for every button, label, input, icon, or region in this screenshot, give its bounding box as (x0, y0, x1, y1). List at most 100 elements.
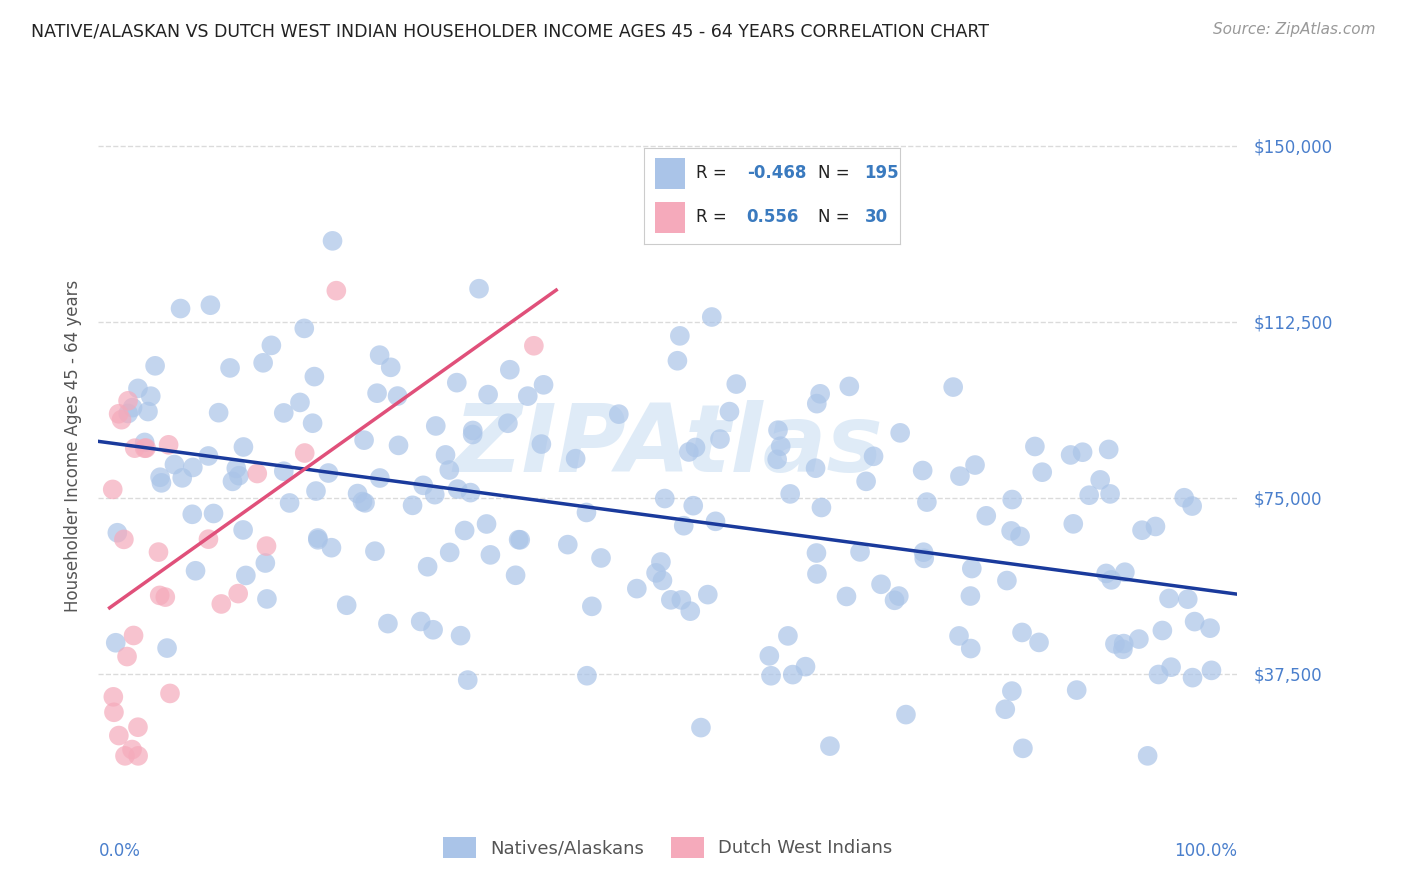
Point (202, 507, 225, 521)
Point (226, 586, 249, 600)
Point (149, 588, 172, 602)
Point (425, 419, 447, 434)
Point (1112, 642, 1135, 657)
Point (304, 369, 326, 384)
FancyBboxPatch shape (655, 158, 685, 188)
Point (181, 460, 204, 475)
Point (766, 423, 789, 437)
Point (1071, 445, 1094, 459)
Point (121, 401, 143, 415)
Point (575, 506, 598, 520)
Point (672, 518, 695, 533)
Point (134, 435, 156, 450)
Text: 30: 30 (865, 209, 887, 227)
Point (1144, 519, 1167, 533)
Point (1104, 637, 1126, 651)
Point (273, 406, 295, 420)
Point (883, 593, 905, 607)
Point (446, 482, 468, 496)
Point (256, 591, 278, 606)
Point (101, 483, 124, 497)
Text: 0.556: 0.556 (747, 209, 799, 227)
Point (960, 561, 983, 575)
Point (1181, 671, 1204, 685)
Y-axis label: Householder Income Ages 45 - 64 years: Householder Income Ages 45 - 64 years (63, 280, 82, 612)
Point (1031, 465, 1053, 479)
Text: NATIVE/ALASKAN VS DUTCH WEST INDIAN HOUSEHOLDER INCOME AGES 45 - 64 YEARS CORREL: NATIVE/ALASKAN VS DUTCH WEST INDIAN HOUS… (31, 22, 988, 40)
Point (1001, 492, 1024, 507)
Point (221, 475, 243, 489)
Point (959, 589, 981, 603)
Point (157, 438, 180, 452)
Point (709, 432, 731, 446)
Point (368, 348, 391, 362)
Point (104, 636, 127, 650)
Point (650, 555, 672, 569)
Text: 195: 195 (865, 164, 900, 182)
Point (336, 599, 359, 613)
Text: -0.468: -0.468 (747, 164, 806, 182)
Point (1088, 473, 1111, 487)
Point (366, 386, 388, 401)
Point (156, 641, 179, 656)
Point (855, 475, 877, 489)
Point (468, 282, 491, 296)
Point (252, 356, 274, 370)
Point (117, 393, 139, 408)
Point (235, 568, 257, 582)
Point (256, 539, 278, 553)
Point (1098, 442, 1121, 457)
Point (806, 396, 828, 410)
Point (387, 438, 409, 452)
Point (912, 551, 935, 566)
Point (122, 628, 145, 642)
Point (124, 441, 146, 455)
Point (1199, 621, 1222, 635)
Point (139, 389, 162, 403)
Point (1201, 664, 1223, 678)
Point (114, 748, 136, 763)
Point (434, 448, 457, 462)
Text: 0.0%: 0.0% (98, 842, 141, 860)
Point (1024, 440, 1046, 454)
Point (103, 706, 125, 720)
Point (654, 491, 676, 506)
Point (461, 424, 484, 438)
Point (423, 488, 446, 502)
Point (530, 437, 553, 451)
Point (127, 381, 149, 395)
Point (607, 407, 630, 421)
Point (105, 525, 128, 540)
Point (626, 582, 648, 596)
Point (557, 538, 579, 552)
Point (679, 604, 702, 618)
Point (499, 362, 522, 376)
Point (651, 574, 673, 588)
Point (523, 339, 546, 353)
Point (995, 574, 1018, 588)
Point (894, 707, 917, 722)
Point (1177, 592, 1199, 607)
Point (108, 729, 131, 743)
Point (117, 407, 139, 421)
Point (1059, 448, 1081, 462)
Point (200, 298, 222, 312)
Point (1062, 516, 1084, 531)
Point (479, 548, 502, 562)
Point (704, 514, 727, 528)
Point (461, 427, 484, 442)
Point (401, 499, 423, 513)
Text: N =: N = (818, 164, 855, 182)
Point (533, 377, 555, 392)
Point (564, 451, 586, 466)
Point (671, 593, 693, 607)
Point (959, 641, 981, 656)
Point (197, 532, 219, 546)
Point (460, 485, 482, 500)
Point (1112, 637, 1135, 651)
Point (1128, 632, 1150, 646)
Point (1000, 524, 1022, 538)
Point (209, 597, 232, 611)
Point (273, 464, 295, 478)
Point (307, 533, 329, 547)
